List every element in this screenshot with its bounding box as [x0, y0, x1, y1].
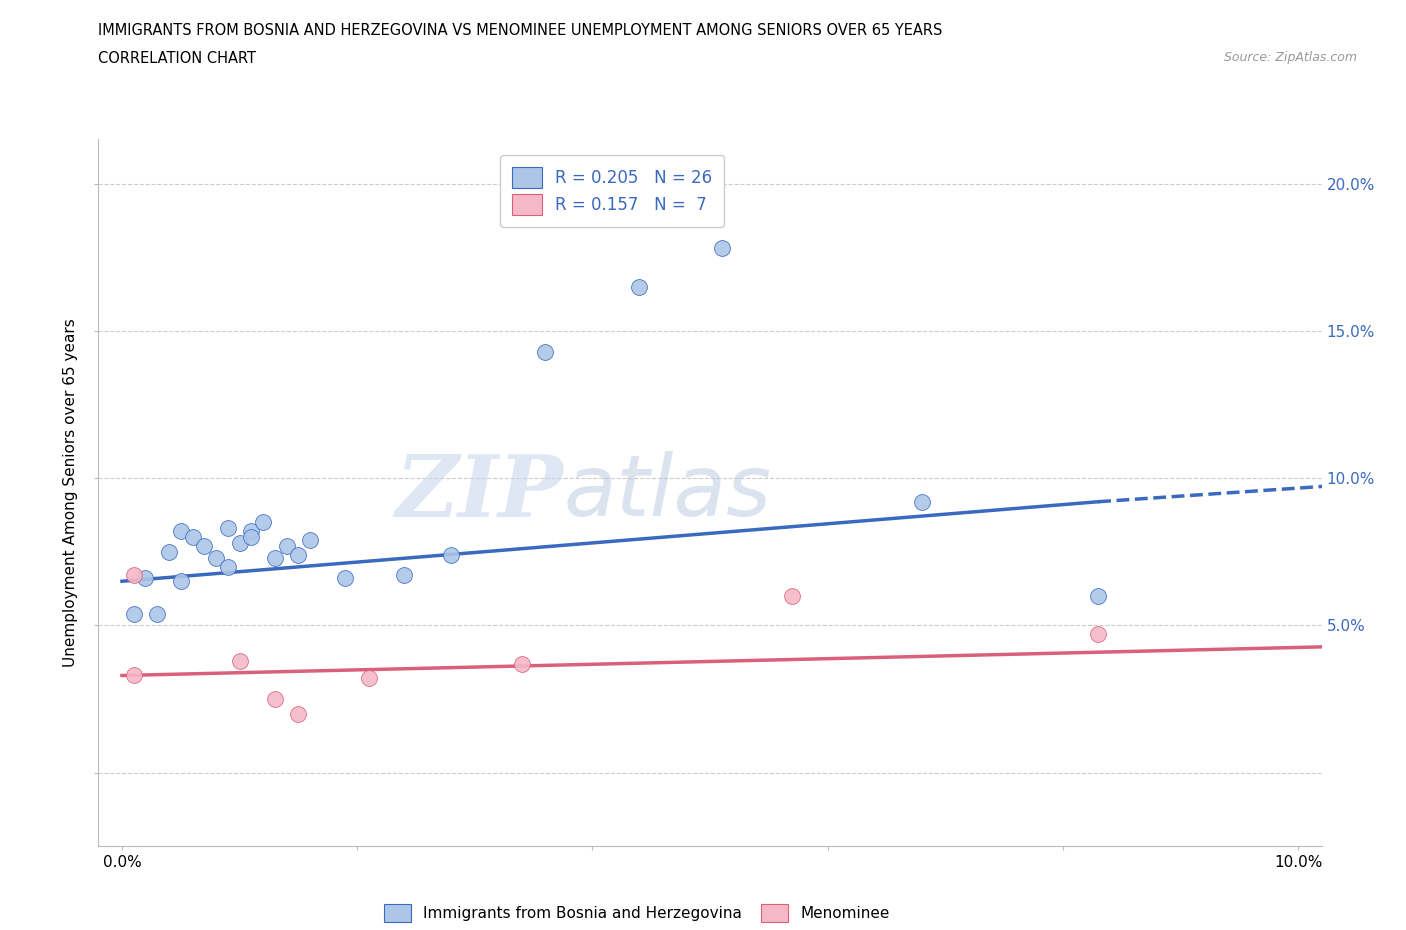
Point — [228, 536, 250, 551]
Point — [228, 653, 250, 668]
Point — [146, 606, 169, 621]
Text: Source: ZipAtlas.com: Source: ZipAtlas.com — [1223, 51, 1357, 64]
Point — [510, 657, 533, 671]
Point — [534, 344, 557, 359]
Point — [357, 671, 380, 686]
Point — [394, 568, 416, 583]
Point — [628, 279, 651, 294]
Text: CORRELATION CHART: CORRELATION CHART — [98, 51, 256, 66]
Point — [782, 589, 804, 604]
Point — [122, 568, 145, 583]
Point — [240, 530, 263, 545]
Point — [217, 559, 239, 574]
Point — [181, 530, 204, 545]
Point — [287, 547, 309, 562]
Point — [1087, 589, 1109, 604]
Point — [287, 707, 309, 722]
Point — [911, 495, 934, 510]
Point — [170, 574, 193, 589]
Point — [299, 533, 322, 548]
Point — [252, 515, 274, 530]
Point — [440, 547, 463, 562]
Y-axis label: Unemployment Among Seniors over 65 years: Unemployment Among Seniors over 65 years — [63, 319, 79, 668]
Point — [170, 524, 193, 538]
Point — [263, 551, 285, 565]
Point — [263, 692, 285, 707]
Point — [157, 544, 180, 559]
Legend: Immigrants from Bosnia and Herzegovina, Menominee: Immigrants from Bosnia and Herzegovina, … — [375, 897, 897, 929]
Point — [1087, 627, 1109, 642]
Point — [122, 668, 145, 683]
Point — [240, 524, 263, 538]
Text: atlas: atlas — [564, 451, 772, 535]
Point — [205, 551, 228, 565]
Point — [217, 521, 239, 536]
Point — [276, 538, 298, 553]
Point — [193, 538, 215, 553]
Point — [710, 241, 733, 256]
Point — [335, 571, 357, 586]
Point — [122, 606, 145, 621]
Text: IMMIGRANTS FROM BOSNIA AND HERZEGOVINA VS MENOMINEE UNEMPLOYMENT AMONG SENIORS O: IMMIGRANTS FROM BOSNIA AND HERZEGOVINA V… — [98, 23, 943, 38]
Point — [134, 571, 156, 586]
Text: ZIP: ZIP — [395, 451, 564, 535]
